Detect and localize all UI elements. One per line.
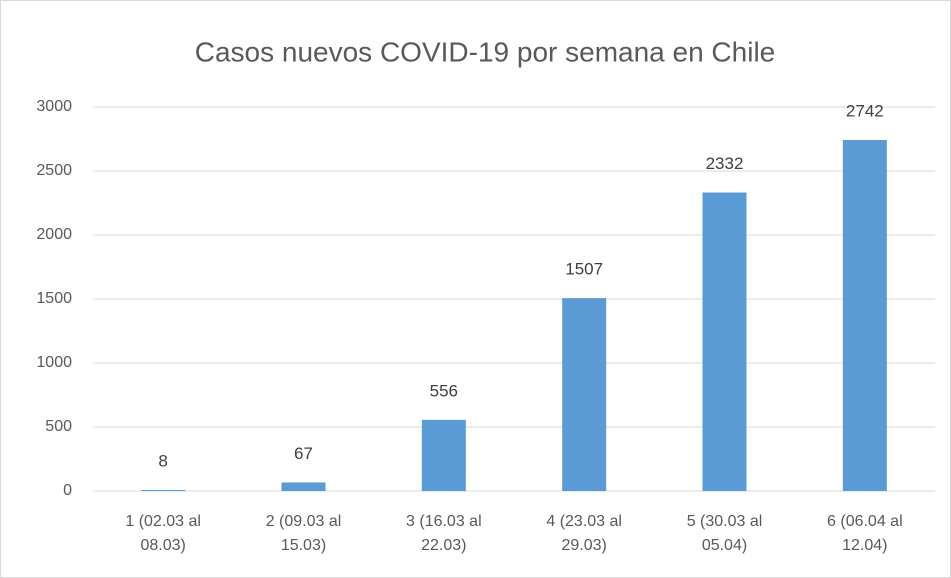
- bar: [141, 489, 186, 491]
- x-tick-label: 2 (09.03 al 15.03): [265, 513, 342, 554]
- x-tick-label: 1 (02.03 al 08.03): [125, 513, 201, 554]
- y-tick-label: 0: [63, 482, 72, 499]
- x-tick-label: 5 (30.03 al 05.04): [686, 513, 763, 554]
- y-tick-label: 2500: [36, 162, 72, 179]
- y-tick-label: 1000: [36, 354, 72, 371]
- y-tick-label: 3000: [36, 98, 72, 115]
- data-label: 67: [294, 444, 313, 463]
- x-tick-label: 6 (06.04 al 12.04): [827, 513, 903, 554]
- x-tick-label: 4 (23.03 al 29.03): [546, 513, 622, 554]
- bar: [702, 192, 747, 491]
- data-label: 2332: [706, 154, 744, 173]
- bar: [281, 482, 326, 491]
- data-label: 1507: [565, 260, 603, 279]
- data-label: 8: [158, 451, 167, 470]
- chart-title: Casos nuevos COVID-19 por semana en Chil…: [195, 36, 776, 67]
- y-tick-label: 2000: [36, 226, 72, 243]
- data-label: 556: [430, 381, 458, 400]
- data-label: 2742: [846, 102, 884, 121]
- x-tick-label: 3 (16.03 al 22.03): [406, 513, 482, 554]
- y-tick-label: 500: [45, 418, 72, 435]
- bar: [842, 140, 887, 492]
- bar: [421, 419, 466, 491]
- y-tick-label: 1500: [36, 290, 72, 307]
- bar: [562, 298, 607, 491]
